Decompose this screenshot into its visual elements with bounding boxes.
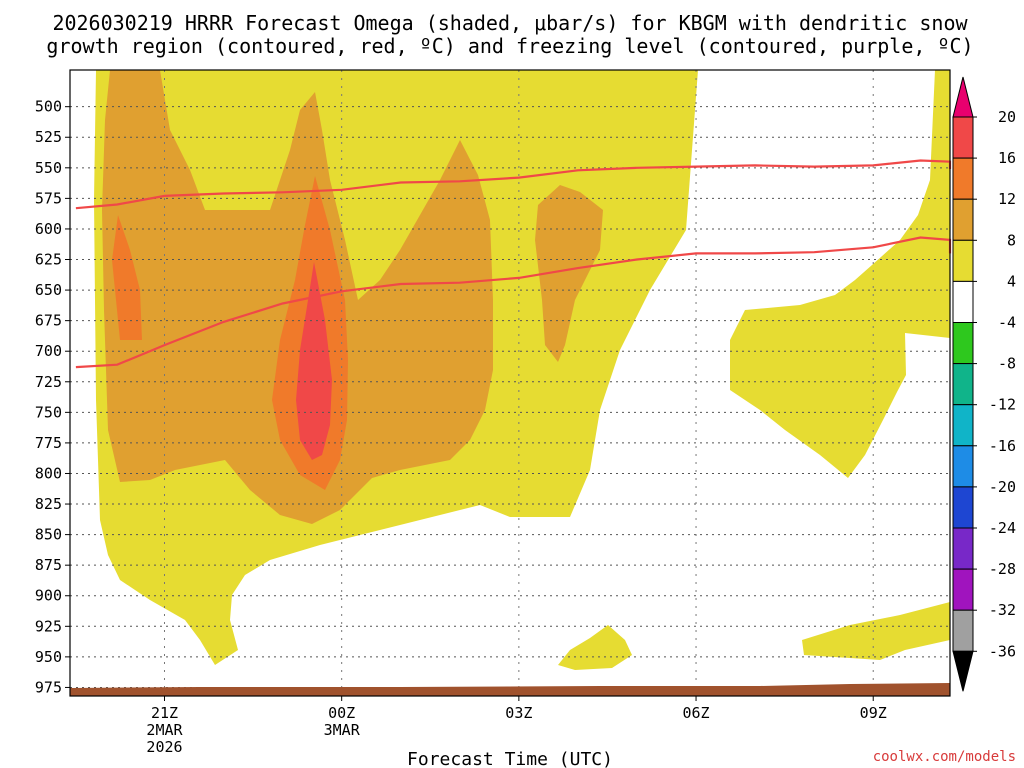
y-tick-label: 900 — [35, 587, 62, 605]
dgz-contour-line — [75, 159, 952, 210]
plot-area — [69, 69, 952, 697]
y-tick-label: 850 — [35, 526, 62, 544]
x-tick-label: 00Z — [328, 704, 355, 722]
y-tick-label: 875 — [35, 556, 62, 574]
colorbar-segment — [952, 363, 974, 406]
colorbar-label: -28 — [989, 560, 1016, 578]
y-tick-label: 525 — [35, 128, 62, 146]
y-tick-label: 975 — [35, 678, 62, 696]
colorbar-label: 4 — [1007, 272, 1016, 290]
colorbar-segment — [952, 198, 974, 241]
colorbar-label: -36 — [989, 642, 1016, 660]
colorbar-segment — [952, 486, 974, 529]
y-tick-label: 500 — [35, 98, 62, 116]
y-tick-label: 625 — [35, 251, 62, 269]
credit-text: coolwx.com/models — [873, 749, 1016, 765]
colorbar-label: 16 — [998, 149, 1016, 167]
colorbar-min-arrow — [952, 650, 974, 692]
y-tick-label: 925 — [35, 617, 62, 635]
colorbar-segment — [952, 280, 974, 323]
omega-region-orange-dark-left — [112, 215, 142, 340]
omega-shading — [94, 70, 950, 670]
colorbar-label: 8 — [1007, 231, 1016, 249]
colorbar-segment — [952, 116, 974, 159]
x-axis-ticks: 21Z2MAR202600Z3MAR03Z06Z09Z12Z — [146, 696, 887, 756]
y-axis-ticks: 500 525 550 575 600 625 650 675 700 725 750 775 800 8… — [35, 98, 70, 696]
terrain-band — [70, 683, 950, 696]
y-tick-label: 575 — [35, 189, 62, 207]
colorbar-label: -12 — [989, 396, 1016, 414]
gridlines — [70, 70, 950, 696]
colorbar-segment — [952, 609, 974, 652]
x-tick-label: 3MAR — [324, 721, 361, 739]
x-tick-label: 03Z — [505, 704, 532, 722]
y-tick-label: 650 — [35, 281, 62, 299]
y-tick-label: 675 — [35, 312, 62, 330]
y-tick-label: 700 — [35, 342, 62, 360]
colorbar-label: -8 — [998, 355, 1016, 373]
omega-region-yellow-right — [730, 70, 950, 478]
colorbar-segment — [952, 445, 974, 488]
colorbar-label: -24 — [989, 519, 1016, 537]
plot-frame — [69, 69, 951, 697]
y-tick-label: 800 — [35, 464, 62, 482]
colorbar-label: -16 — [989, 437, 1016, 455]
omega-region-red-core — [296, 262, 332, 460]
dgz-contours — [75, 159, 952, 369]
x-axis-label: Forecast Time (UTC) — [407, 749, 613, 768]
chart-title-line1: 2026030219 HRRR Forecast Omega (shaded, … — [52, 11, 968, 35]
y-tick-label: 950 — [35, 648, 62, 666]
dgz-contour-line — [75, 236, 952, 369]
colorbar-label: -20 — [989, 478, 1016, 496]
y-tick-label: 550 — [35, 159, 62, 177]
y-tick-label: 750 — [35, 403, 62, 421]
y-tick-label: 825 — [35, 495, 62, 513]
y-tick-label: 725 — [35, 373, 62, 391]
colorbar-segment — [952, 157, 974, 200]
colorbar-segment — [952, 568, 974, 611]
x-tick-label: 2026 — [146, 738, 182, 756]
colorbar: 20 16 12 8 4 -4 -8 -12 -16 -20 -24 -28 -32 -36 — [952, 76, 1016, 692]
omega-region-yellow-lower-right — [802, 602, 950, 660]
terrain-strip — [70, 683, 950, 696]
colorbar-label: 12 — [998, 190, 1016, 208]
colorbar-label: -4 — [998, 314, 1016, 332]
colorbar-max-arrow — [952, 76, 974, 118]
colorbar-segment — [952, 527, 974, 570]
y-tick-label: 600 — [35, 220, 62, 238]
y-tick-label: 775 — [35, 434, 62, 452]
colorbar-segment — [952, 239, 974, 282]
colorbar-label: 20 — [998, 108, 1016, 126]
omega-region-yellow-blob-bottom — [558, 625, 632, 670]
chart-title-line2: growth region (contoured, red, ºC) and f… — [46, 34, 973, 58]
colorbar-segment — [952, 404, 974, 447]
colorbar-label: -32 — [989, 601, 1016, 619]
x-tick-label: 2MAR — [146, 721, 183, 739]
colorbar-segment — [952, 322, 974, 365]
x-tick-label: 09Z — [860, 704, 887, 722]
x-tick-label: 06Z — [682, 704, 709, 722]
x-tick-label: 21Z — [151, 704, 178, 722]
